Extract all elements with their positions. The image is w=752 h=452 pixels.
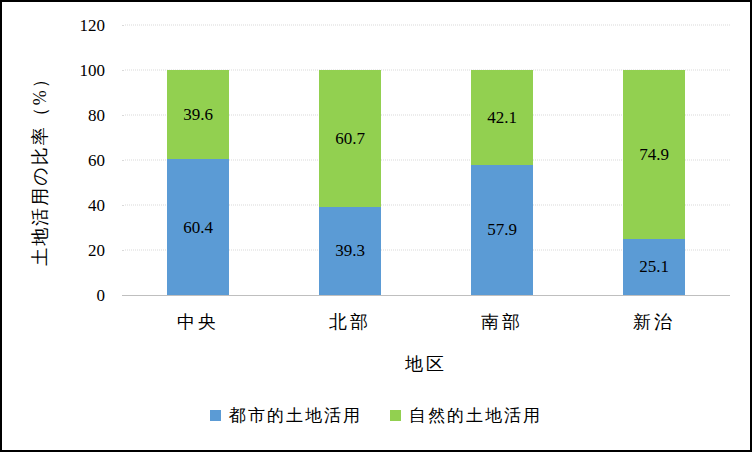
legend-label: 都市的土地活用	[229, 407, 362, 424]
data-label: 42.1	[487, 109, 517, 126]
chart-frame: 土地活用の比率（%） 020406080100120 60.439.639.36…	[0, 0, 752, 452]
legend-item: 都市的土地活用	[210, 407, 362, 424]
bar-segment: 42.1	[471, 70, 533, 165]
x-axis-title: 地区	[122, 352, 730, 376]
y-axis-ticks: 020406080100120	[2, 25, 105, 295]
y-tick-label: 100	[80, 62, 106, 79]
data-label: 39.6	[183, 106, 213, 123]
legend-label: 自然的土地活用	[409, 407, 542, 424]
bar-segment: 60.4	[167, 159, 229, 295]
bar-segment: 60.7	[319, 70, 381, 207]
bar-slot: 57.9 42.1	[426, 25, 578, 295]
data-label: 25.1	[639, 258, 669, 275]
y-tick-label: 80	[88, 107, 105, 124]
x-category-label: 中央	[122, 310, 274, 334]
y-tick-label: 60	[88, 152, 105, 169]
x-category-labels: 中央北部南部新治	[122, 310, 730, 334]
x-axis-line	[122, 295, 730, 296]
bar-slot: 39.3 60.7	[274, 25, 426, 295]
data-label: 57.9	[487, 221, 517, 238]
legend-item: 自然的土地活用	[390, 407, 542, 424]
bar-中央: 60.4 39.6	[167, 25, 229, 295]
data-label: 39.3	[335, 242, 365, 259]
y-tick-label: 120	[80, 17, 106, 34]
bar-segment: 39.3	[319, 207, 381, 295]
bars: 60.4 39.6 39.3 60.7 57.9 42.1 25.1 74.9	[122, 25, 730, 295]
legend: 都市的土地活用 自然的土地活用	[2, 407, 750, 424]
data-label: 74.9	[639, 146, 669, 163]
plot-area: 60.4 39.6 39.3 60.7 57.9 42.1 25.1 74.9	[122, 25, 730, 295]
y-tick-label: 0	[97, 287, 106, 304]
bar-segment: 39.6	[167, 70, 229, 159]
bar-segment: 25.1	[623, 239, 685, 295]
y-tick-label: 40	[88, 197, 105, 214]
y-tick-label: 20	[88, 242, 105, 259]
x-category-label: 南部	[426, 310, 578, 334]
x-category-label: 新治	[578, 310, 730, 334]
bar-slot: 25.1 74.9	[578, 25, 730, 295]
legend-swatch-icon	[390, 410, 401, 421]
bar-segment: 57.9	[471, 165, 533, 295]
bar-南部: 57.9 42.1	[471, 25, 533, 295]
bar-北部: 39.3 60.7	[319, 25, 381, 295]
bar-新治: 25.1 74.9	[623, 25, 685, 295]
data-label: 60.7	[335, 130, 365, 147]
legend-swatch-icon	[210, 410, 221, 421]
bar-slot: 60.4 39.6	[122, 25, 274, 295]
data-label: 60.4	[183, 219, 213, 236]
bar-segment: 74.9	[623, 70, 685, 239]
x-category-label: 北部	[274, 310, 426, 334]
